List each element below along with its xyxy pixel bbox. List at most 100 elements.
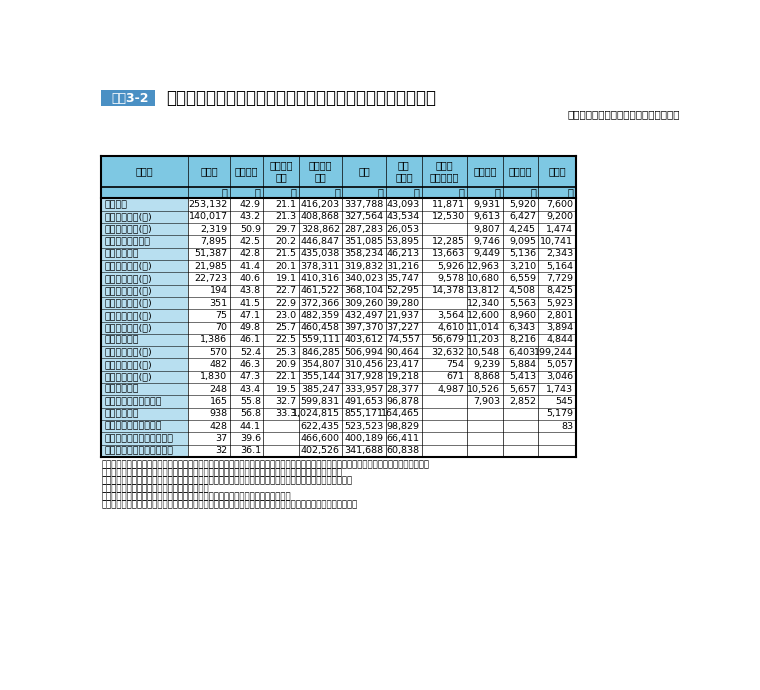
Text: 6,403: 6,403 [509, 348, 536, 357]
Text: 9,239: 9,239 [473, 360, 500, 369]
Text: 22.5: 22.5 [275, 335, 296, 344]
Text: 10,741: 10,741 [540, 237, 573, 246]
Text: 9,449: 9,449 [473, 249, 500, 258]
Text: 年: 年 [290, 188, 296, 197]
Text: 56,679: 56,679 [432, 335, 464, 344]
Text: 32.7: 32.7 [275, 397, 296, 406]
Text: ３　「俸給」には、俸給の調整額を含む。: ３ 「俸給」には、俸給の調整額を含む。 [101, 484, 209, 493]
Text: 40.6: 40.6 [240, 274, 261, 283]
Bar [101, 408, 188, 420]
Text: 指定職俸給表: 指定職俸給表 [104, 409, 139, 418]
Text: 円: 円 [334, 188, 340, 197]
Text: 403,612: 403,612 [344, 335, 383, 344]
Text: 41.4: 41.4 [240, 262, 261, 270]
Text: 49.8: 49.8 [240, 323, 261, 332]
Bar [101, 284, 188, 297]
Text: （注）１　職員数は、給与法、任期付研究員法及び任期付職員法が適用される４月１日現在の在職者（新規採用者、再任用職員、休職者、派遣: （注）１ 職員数は、給与法、任期付研究員法及び任期付職員法が適用される４月１日現… [101, 460, 429, 469]
Text: 3,894: 3,894 [546, 323, 573, 332]
Text: 35,747: 35,747 [387, 274, 420, 283]
Text: 12,600: 12,600 [467, 310, 500, 320]
Text: ４　「地域手当等」には、異動保障による地域手当及び広域異動手当を含む。: ４ 「地域手当等」には、異動保障による地域手当及び広域異動手当を含む。 [101, 493, 291, 502]
Text: 46,213: 46,213 [387, 249, 420, 258]
Text: 19,218: 19,218 [387, 373, 420, 382]
Text: 9,807: 9,807 [473, 225, 500, 234]
Text: 358,234: 358,234 [344, 249, 383, 258]
Text: 1,830: 1,830 [201, 373, 227, 382]
Text: 60,838: 60,838 [387, 446, 420, 455]
Bar [101, 371, 188, 383]
Bar [101, 420, 188, 433]
Text: 19.5: 19.5 [275, 385, 296, 394]
Text: 公安職俸給表(一): 公安職俸給表(一) [104, 262, 152, 270]
Text: 行政職俸給表(二): 行政職俸給表(二) [104, 225, 152, 234]
Text: 140,017: 140,017 [188, 213, 227, 221]
Text: 938: 938 [210, 409, 227, 418]
Text: 6,427: 6,427 [509, 213, 536, 221]
Text: 397,370: 397,370 [344, 323, 383, 332]
Bar [101, 260, 188, 273]
Text: 研究職俸給表: 研究職俸給表 [104, 335, 139, 344]
Bar [101, 235, 188, 248]
Bar [101, 90, 104, 106]
Text: 9,095: 9,095 [509, 237, 536, 246]
Bar [101, 273, 188, 284]
Text: 俸給: 俸給 [358, 166, 370, 177]
Text: 22,723: 22,723 [195, 274, 227, 283]
Bar [101, 433, 188, 444]
Text: 33.3: 33.3 [275, 409, 296, 418]
Text: 287,283: 287,283 [344, 225, 383, 234]
Bar [101, 334, 188, 346]
Text: 385,247: 385,247 [301, 385, 340, 394]
Text: 337,788: 337,788 [344, 200, 383, 209]
Text: 歳: 歳 [255, 188, 261, 197]
Text: 4,245: 4,245 [509, 225, 536, 234]
Text: 4,844: 4,844 [546, 335, 573, 344]
Text: 354,807: 354,807 [301, 360, 340, 369]
Text: 44.1: 44.1 [240, 422, 261, 431]
Text: 11,871: 11,871 [432, 200, 464, 209]
Text: 340,023: 340,023 [344, 274, 383, 283]
Text: 1,386: 1,386 [201, 335, 227, 344]
Text: 5,413: 5,413 [509, 373, 536, 382]
Bar [101, 395, 188, 408]
Text: 39.6: 39.6 [239, 434, 261, 443]
Text: 8,868: 8,868 [473, 373, 500, 382]
Text: 42.5: 42.5 [240, 237, 261, 246]
Bar [101, 223, 188, 235]
Text: 51,387: 51,387 [195, 249, 227, 258]
Text: 職員（専ら派遣先の業務に従事する職員に限る。）、在外公館勤務者等は含まない。）である。: 職員（専ら派遣先の業務に従事する職員に限る。）、在外公館勤務者等は含まない。）で… [101, 469, 342, 477]
Text: 円: 円 [378, 188, 383, 197]
Text: 248: 248 [210, 385, 227, 394]
Text: 10,680: 10,680 [467, 274, 500, 283]
Bar [101, 248, 188, 260]
Text: 622,435: 622,435 [301, 422, 340, 431]
Text: 74,557: 74,557 [387, 335, 420, 344]
Text: 住居手当: 住居手当 [508, 166, 532, 177]
Text: 平均給与
月額: 平均給与 月額 [309, 160, 332, 183]
Text: 446,847: 446,847 [301, 237, 340, 246]
Text: 特定任期付職員俸給表: 特定任期付職員俸給表 [104, 422, 162, 431]
Text: 7,729: 7,729 [546, 274, 573, 283]
Text: 378,311: 378,311 [301, 262, 340, 270]
Text: 第二号任期付研究員俸給表: 第二号任期付研究員俸給表 [104, 446, 173, 455]
Text: 23,417: 23,417 [387, 360, 420, 369]
Text: 税務職俸給表: 税務職俸給表 [104, 249, 139, 258]
Text: 43,093: 43,093 [387, 200, 420, 209]
Text: 199,244: 199,244 [534, 348, 573, 357]
Text: 66,411: 66,411 [387, 434, 420, 443]
Text: 円: 円 [459, 188, 464, 197]
Text: 2,852: 2,852 [509, 397, 536, 406]
Bar [101, 210, 188, 223]
Bar [101, 383, 188, 395]
Text: 全俸給表: 全俸給表 [104, 200, 127, 209]
Text: 310,456: 310,456 [344, 360, 383, 369]
Text: 435,038: 435,038 [301, 249, 340, 258]
Text: 165: 165 [210, 397, 227, 406]
Text: 医療職俸給表(三): 医療職俸給表(三) [104, 373, 152, 382]
Text: 319,832: 319,832 [344, 262, 383, 270]
Text: 3,210: 3,210 [509, 262, 536, 270]
Text: 教育職俸給表(二): 教育職俸給表(二) [104, 323, 152, 332]
Text: （令和２年国家公務員給与等実態調査）: （令和２年国家公務員給与等実態調査） [568, 109, 680, 119]
Text: 466,600: 466,600 [301, 434, 340, 443]
Text: 1,474: 1,474 [546, 225, 573, 234]
